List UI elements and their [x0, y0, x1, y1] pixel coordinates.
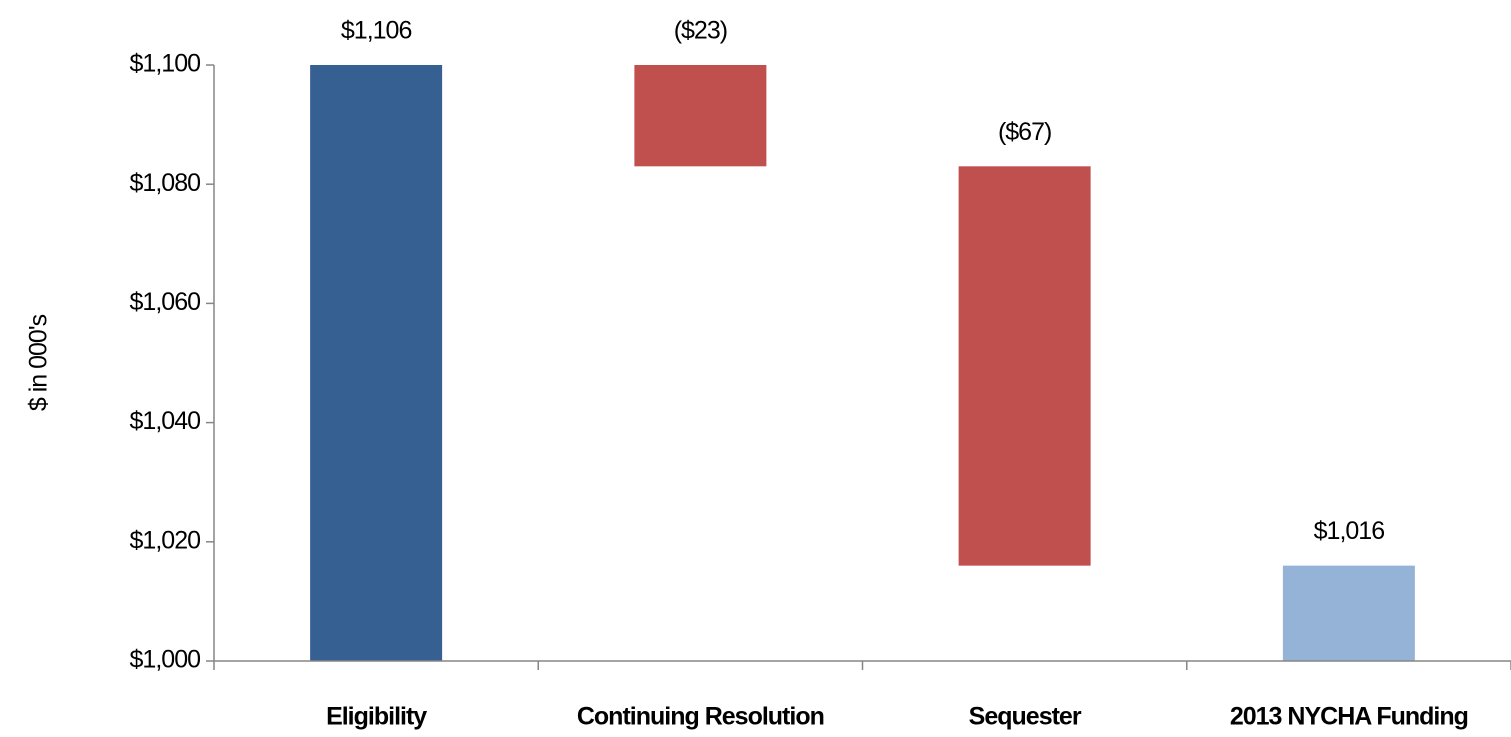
- y-tick-label: $1,020: [130, 526, 201, 554]
- bar: [1282, 565, 1415, 661]
- y-tick-label: $1,080: [130, 169, 201, 197]
- value-label: ($23): [674, 17, 727, 45]
- x-tick-label: Sequester: [969, 703, 1082, 731]
- y-tick-label: $1,040: [130, 407, 201, 435]
- y-tick-label: $1,000: [130, 646, 201, 674]
- plot-area: [310, 65, 1415, 661]
- y-axis-title: $ in 000's: [25, 314, 53, 411]
- bar: [958, 166, 1091, 566]
- value-label: $1,106: [341, 17, 412, 45]
- y-tick-label: $1,060: [130, 288, 201, 316]
- value-label: ($67): [998, 118, 1051, 146]
- value-label: $1,016: [1314, 517, 1385, 545]
- bar: [310, 65, 443, 661]
- bar: [634, 65, 767, 167]
- y-tick-label: $1,100: [130, 50, 201, 78]
- x-tick-label: 2013 NYCHA Funding: [1230, 703, 1468, 731]
- x-tick-label: Continuing Resolution: [577, 703, 824, 731]
- x-tick-label: Eligibility: [326, 703, 427, 731]
